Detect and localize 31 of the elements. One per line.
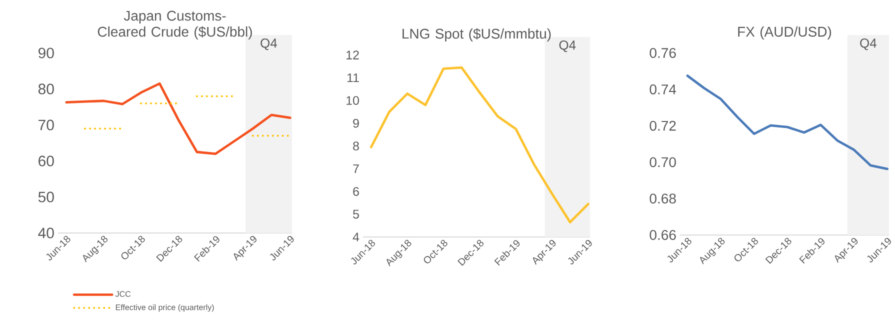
- y-tick-label: 9: [353, 118, 359, 128]
- y-tick-label: 7: [353, 164, 359, 174]
- y-tick-label: 6: [353, 187, 359, 196]
- line-series: [686, 74, 889, 170]
- y-tick-label: 0.74: [650, 84, 676, 94]
- y-tick-label: 11: [347, 73, 359, 82]
- y-tick-label: 70: [38, 120, 54, 130]
- band-label: Q4: [260, 38, 277, 50]
- y-tick-label: 0.70: [650, 157, 676, 168]
- band-label: Q4: [860, 38, 876, 50]
- y-tick-label: 0.72: [650, 120, 676, 131]
- y-tick-label: 60: [38, 156, 54, 166]
- line-series: [65, 82, 292, 155]
- y-tick-label: 0.66: [650, 230, 676, 240]
- chart-title: Japan Customs-Cleared Crude ($US/bbl): [98, 10, 252, 40]
- y-tick-label: 10: [346, 96, 359, 105]
- y-tick-label: 4: [352, 232, 360, 242]
- chart-title: FX (AUD/USD): [738, 26, 832, 40]
- y-tick-label: 0.68: [650, 194, 676, 204]
- y-tick-label: 5: [353, 210, 359, 219]
- y-tick-label: 8: [353, 142, 359, 150]
- legend-label: Effective oil price (quarterly): [116, 304, 214, 312]
- y-tick-label: 80: [38, 84, 54, 94]
- chart-title: LNG Spot ($US/mmbtu): [402, 28, 551, 42]
- y-tick-label: 0.76: [650, 48, 676, 58]
- y-tick-label: 90: [38, 48, 54, 58]
- legend-label: JCC: [115, 291, 131, 297]
- band-label: Q4: [559, 40, 576, 52]
- y-tick-label: 50: [38, 192, 54, 202]
- line-series: [370, 66, 590, 224]
- y-tick-label: 12: [346, 50, 359, 60]
